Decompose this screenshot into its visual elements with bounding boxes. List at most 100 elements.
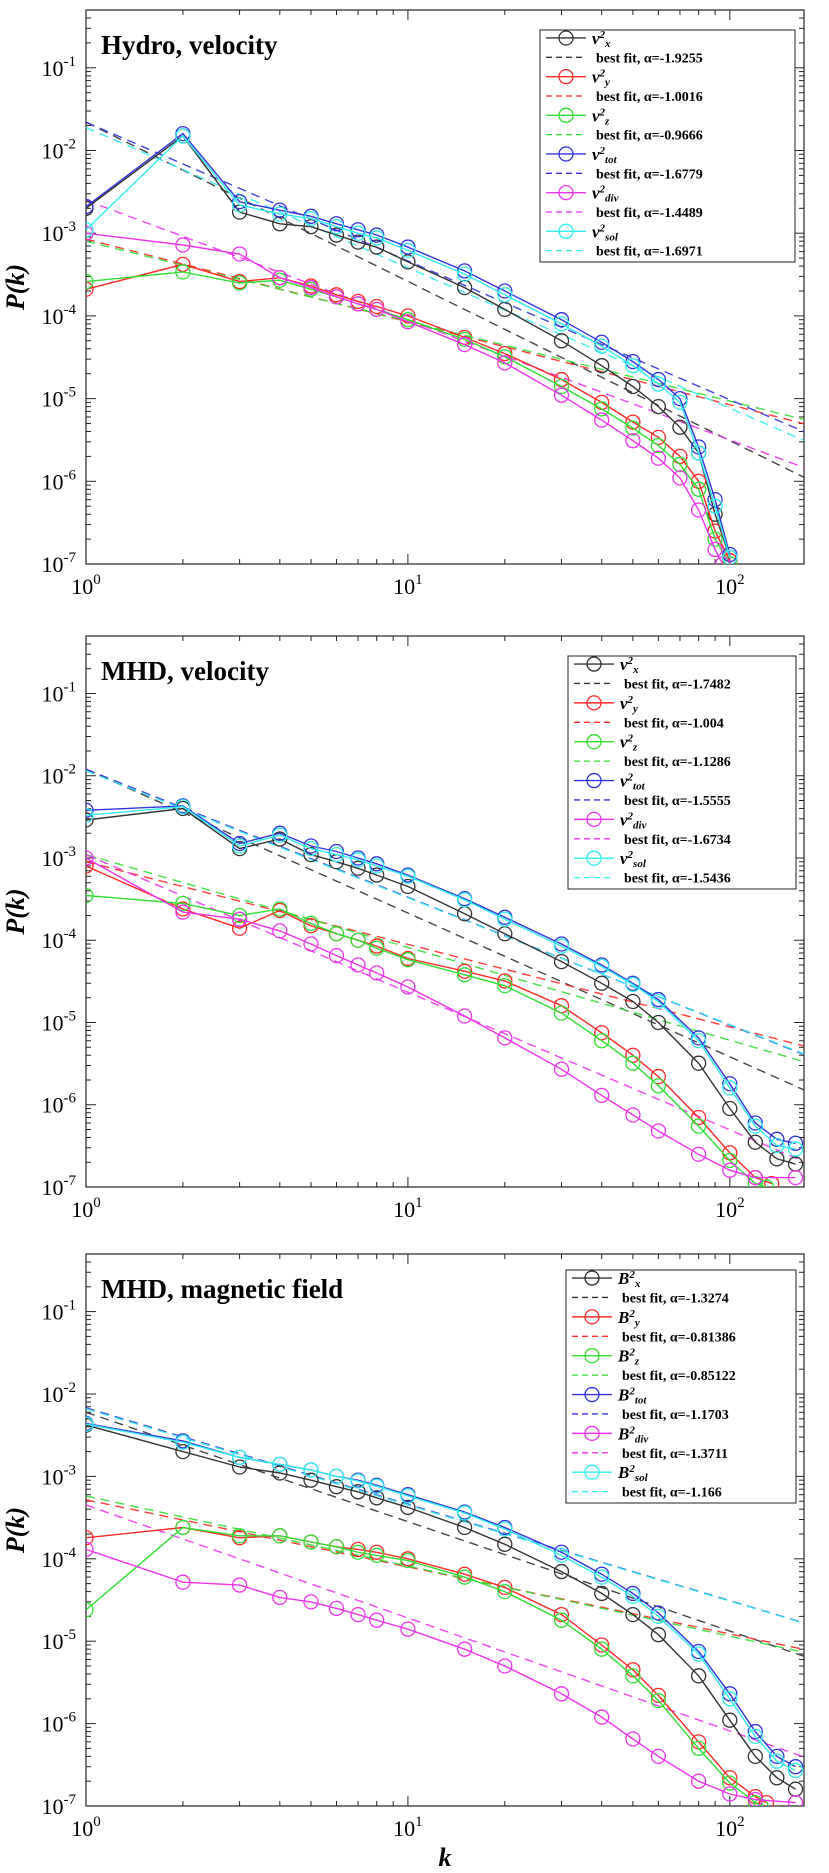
legend-marker-B2y [584,1309,600,1325]
data-point-v2div [594,1087,610,1104]
data-point-B2div [350,1606,366,1623]
legend-label-v2sol: v2sol [620,849,647,870]
data-point-v2x [747,1134,763,1150]
data-point-v2div [350,957,366,973]
legend-label-v2y: v2y [592,68,610,89]
data-point-v2x [650,1014,667,1031]
data-point-B2sol [369,1478,385,1494]
data-point-B2z [553,1612,570,1628]
legend-fit-label-B2y: best fit, α=-0.81386 [622,1330,736,1345]
data-point-B2y [722,1770,738,1786]
fit-line-B2sol [86,1408,804,1624]
y-tick-label: 10-7 [42,1173,77,1200]
data-point-v2div [86,850,94,866]
data-point-v2z [86,887,94,904]
data-point-v2sol [625,358,641,374]
data-point-B2z [650,1692,667,1709]
data-point-v2div [175,904,191,920]
data-point-v2y [594,1025,610,1041]
data-point-v2z [303,915,319,932]
series-line-v2z [86,271,731,564]
panel-title: MHD, velocity [101,656,269,686]
data-point-B2div [86,1541,94,1558]
data-point-v2div [787,1169,804,1186]
y-tick-label: 10-3 [42,844,77,871]
data-point-v2sol [175,128,191,144]
data-point-B2div [369,1612,385,1628]
legend-fit-label-v2x: best fit, α=-1.9255 [596,51,703,66]
legend-marker-v2div [586,811,602,828]
data-point-B2sol [86,1416,94,1432]
data-point-B2tot [650,1605,667,1621]
fit-line-B2tot [86,1407,804,1624]
data-point-v2sol [707,498,723,514]
data-point-v2sol [86,222,94,238]
data-point-v2tot [747,1115,763,1131]
data-point-B2z [456,1569,473,1585]
data-point-v2sol [690,445,707,461]
data-point-v2x [400,254,416,270]
legend-marker-v2z [558,107,574,123]
data-point-B2div [303,1594,319,1610]
data-point-B2tot [722,1686,738,1702]
data-point-B2div [175,1574,191,1590]
legend-fit-label-v2z: best fit, α=-0.9666 [596,129,703,144]
x-tick-label: 101 [393,572,423,599]
data-point-v2sol [400,868,416,884]
data-point-v2z [456,967,473,983]
data-point-v2y [231,920,248,936]
data-point-v2z [690,481,707,497]
data-point-v2x [625,993,641,1010]
series-line-v2y [86,865,773,1185]
data-point-B2sol [231,1449,248,1466]
data-point-v2z [594,1033,610,1049]
data-point-v2sol [456,266,473,282]
data-point-B2z [328,1539,345,1555]
data-point-v2div [707,541,723,558]
y-tick-label: 10-2 [42,137,77,164]
data-point-v2z [722,1152,738,1169]
data-point-v2z [650,1078,667,1094]
data-point-v2div [400,979,416,995]
data-point-B2x [553,1563,570,1580]
data-point-v2div [690,502,707,518]
data-point-v2tot [86,198,94,215]
data-point-v2div [672,470,688,486]
data-point-v2x [272,831,288,847]
legend-label-B2y: B2y [617,1308,640,1329]
plot-frame [85,1253,805,1807]
data-point-v2y [672,448,688,465]
fit-line-v2x [86,768,804,1091]
data-point-B2sol [272,1456,288,1473]
data-point-B2x [769,1770,785,1786]
legend-fit-label-B2div: best fit, α=-1.3711 [622,1447,728,1462]
data-point-v2sol [175,799,191,815]
data-point-v2div [625,1107,641,1123]
legend-fit-label-v2x: best fit, α=-1.7482 [624,677,731,692]
data-point-v2sol [553,938,570,954]
data-point-v2tot [350,222,366,238]
legend-label-v2div: v2div [592,184,619,205]
data-point-v2sol [350,225,366,241]
data-point-v2tot [787,1135,804,1151]
data-point-v2x [787,1156,804,1172]
legend-marker-v2tot [558,146,574,162]
data-point-B2z [303,1534,319,1550]
series-line-v2tot [86,132,731,555]
data-point-v2sol [769,1137,785,1154]
y-tick-label: 10-4 [42,926,77,953]
data-point-v2z [328,926,345,942]
data-point-v2sol [672,394,688,411]
legend-marker-v2y [586,695,602,711]
data-point-v2div [497,1030,513,1046]
data-point-v2div [369,301,385,318]
data-point-B2sol [400,1488,416,1504]
data-point-B2tot [747,1723,763,1740]
data-point-v2div [400,314,416,330]
data-point-v2x [722,1100,738,1117]
data-point-B2div [231,1577,248,1593]
y-tick-label: 10-1 [42,679,77,706]
legend-box [567,655,797,890]
